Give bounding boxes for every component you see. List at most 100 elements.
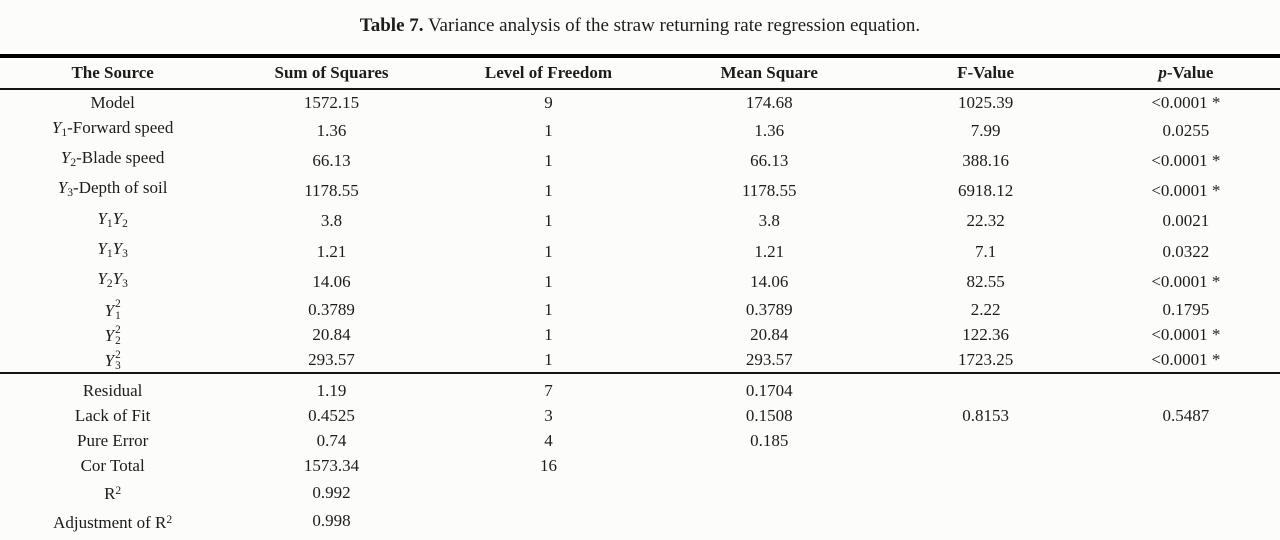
cell-source: Y2Y3 (97, 269, 128, 291)
cell-value (879, 453, 1091, 478)
cell-value: <0.0001 * (1151, 324, 1221, 344)
cell-value: 0.3789 (308, 299, 355, 319)
cell-value: 293.57 (308, 350, 355, 370)
cell-value: 66.13 (750, 150, 789, 170)
cell-value: 0.0322 (1162, 241, 1210, 261)
cell-value: 1.36 (316, 120, 347, 140)
cell-value: 9 (544, 93, 553, 112)
table-row: Y2-Blade speed 66.13 1 66.13 388.16 <0.0001 * (0, 145, 1280, 175)
cell-value: 388.16 (962, 150, 1009, 170)
cell-value: 1.21 (754, 241, 785, 261)
cell-value: 4 (544, 431, 553, 451)
table-row: Y2Y3 14.06 1 14.06 82.55 <0.0001 * (0, 266, 1280, 296)
cell-value: 6918.12 (957, 181, 1014, 201)
table-row: Adjustment of R2 0.998 (0, 507, 1280, 540)
cell-value: 1025.39 (957, 93, 1014, 112)
column-header: Sum of Squares (274, 63, 389, 82)
table-body-secondary: Residual 1.19 7 0.1704 Lack of Fit 0.4525 3 0.1… (0, 373, 1280, 540)
cell-value: 1.19 (316, 381, 347, 401)
table-row: Y1Y2 3.8 1 3.8 22.32 0.0021 (0, 206, 1280, 236)
cell-value: 2.22 (970, 299, 1001, 319)
table-row: Y 2 2 20.84 1 20.84 122.36 <0.0001 * (0, 322, 1280, 347)
table-header: The Source Sum of Squares Level of Freedom… (0, 56, 1280, 89)
cell-value (879, 478, 1091, 506)
cell-value (659, 478, 879, 506)
cell-value: 7 (544, 381, 553, 401)
cell-value: 0.1704 (745, 381, 793, 401)
column-header: p-Value (1158, 63, 1214, 82)
cell-value: 1178.55 (304, 181, 359, 201)
table-row: Model 1572.15 9 174.68 1025.39 <0.0001 * (0, 89, 1280, 115)
cell-value: 1573.34 (303, 456, 360, 476)
cell-source: Y2-Blade speed (60, 148, 165, 170)
table-row: Pure Error 0.74 4 0.185 (0, 428, 1280, 453)
cell-value: 1.21 (316, 241, 347, 261)
variance-analysis-table: The Source Sum of Squares Level of Freedom… (0, 54, 1280, 540)
cell-value: 1.36 (754, 120, 785, 140)
cell-value: 0.5487 (1162, 406, 1210, 426)
cell-value: 0.1508 (745, 406, 793, 426)
cell-value: 20.84 (312, 324, 351, 344)
table-row: Y1Y3 1.21 1 1.21 7.1 0.0322 (0, 236, 1280, 266)
cell-value: <0.0001 * (1151, 150, 1221, 170)
cell-value: 7.99 (970, 120, 1001, 140)
cell-value: 293.57 (745, 350, 793, 370)
cell-value: 0.185 (750, 431, 789, 451)
column-header: Level of Freedom (484, 63, 613, 82)
cell-value: 1 (544, 181, 553, 201)
cell-value: 0.1795 (1162, 299, 1210, 319)
table-caption: Table 7. Variance analysis of the straw … (0, 0, 1280, 38)
cell-value: 1572.15 (303, 93, 360, 112)
column-header: The Source (71, 63, 154, 82)
cell-value: 1 (544, 350, 553, 370)
cell-value: 14.06 (312, 271, 351, 291)
cell-value: 1723.25 (957, 350, 1014, 370)
cell-value: 3.8 (320, 211, 343, 231)
cell-source: Residual (82, 381, 143, 401)
cell-source: Lack of Fit (74, 406, 151, 426)
cell-value: 0.3789 (745, 299, 793, 319)
cell-value: 122.36 (962, 324, 1009, 344)
cell-value: 1 (544, 241, 553, 261)
cell-source: Pure Error (76, 431, 149, 451)
cell-value: 66.13 (312, 150, 351, 170)
table-row: R2 0.992 (0, 478, 1280, 506)
cell-value (659, 507, 879, 540)
cell-value: 0.992 (312, 482, 351, 502)
cell-value: 1 (544, 299, 553, 319)
table-header-row: The Source Sum of Squares Level of Freedom… (0, 56, 1280, 89)
cell-value (879, 373, 1091, 403)
cell-value: 1 (544, 150, 553, 170)
cell-value: <0.0001 * (1151, 93, 1221, 112)
cell-value: <0.0001 * (1151, 271, 1221, 291)
cell-source: Cor Total (80, 456, 145, 476)
table-row: Y 2 3 293.57 1 293.57 1723.25 <0.0001 * (0, 347, 1280, 373)
cell-value: 174.68 (745, 93, 793, 112)
cell-value (438, 478, 659, 506)
column-header: Mean Square (720, 63, 818, 82)
cell-value: 1 (544, 271, 553, 291)
cell-value: 22.32 (966, 211, 1005, 231)
cell-source: Y1Y2 (97, 208, 128, 230)
cell-value (438, 507, 659, 540)
cell-value (879, 428, 1091, 453)
cell-value: 0.998 (312, 511, 351, 531)
cell-value (1092, 428, 1280, 453)
cell-value: 3 (544, 406, 553, 426)
cell-source: Y1-Forward speed (51, 118, 174, 140)
cell-source: Y1Y3 (97, 238, 128, 261)
cell-value (1092, 478, 1280, 506)
cell-value: <0.0001 * (1151, 350, 1221, 370)
table-row: Y 2 1 0.3789 1 0.3789 2.22 0.1795 (0, 296, 1280, 322)
cell-value: 14.06 (750, 271, 789, 291)
cell-value: 0.4525 (308, 406, 355, 426)
cell-value: 7.1 (974, 241, 997, 261)
cell-value: 1 (544, 324, 553, 344)
cell-value: 3.8 (758, 211, 780, 231)
cell-source: Model (90, 93, 135, 112)
